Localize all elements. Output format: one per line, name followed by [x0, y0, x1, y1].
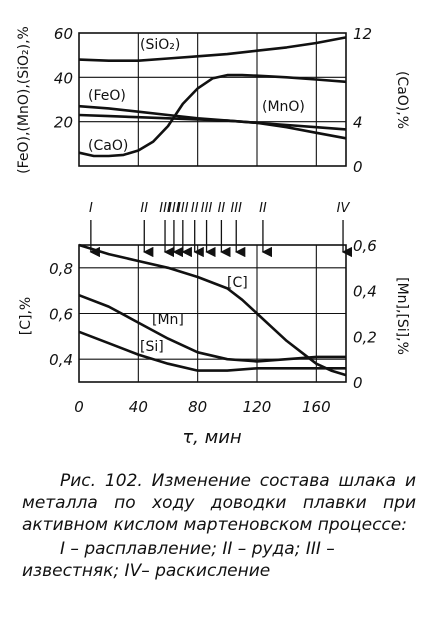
series-line-1-1: [78, 293, 346, 363]
sio2-label: (SiO₂): [140, 37, 180, 53]
right-tick-label: 0: [353, 374, 363, 392]
series-line-0-0: [78, 36, 347, 62]
slag-right-axis-label: (CaO),%: [394, 71, 410, 129]
stage-label: II: [140, 201, 148, 216]
metal-tick-labels: 0,4 0,6 0,8 0 0,2 0,4 0,6: [49, 237, 377, 392]
slag-left-axis-label: (FeO),(MnO),(SiO₂),%: [16, 26, 32, 174]
si-label: [Si]: [140, 339, 164, 355]
left-tick-label: 0,4: [49, 351, 73, 369]
left-tick-label: 40: [54, 69, 73, 87]
x-tick-labels: 0 40 80 120 160: [74, 398, 330, 416]
right-tick-label: 12: [353, 25, 372, 43]
cao-label: (CaO): [88, 138, 128, 154]
feo-label: (FeO): [88, 88, 126, 104]
slag-grid: [79, 33, 346, 166]
stage-label: III: [168, 201, 180, 216]
metal-left-axis-label: [C],%: [18, 297, 34, 335]
right-tick-label: 0,6: [353, 237, 377, 255]
series-line-0-2: [78, 113, 347, 140]
series-line-1-0: [78, 243, 347, 377]
mno-label: (MnO): [262, 99, 305, 115]
slag-plot-frame: [78, 32, 347, 167]
slag-tick-labels: 20 40 60 0 4 12: [54, 25, 372, 176]
x-axis-label: τ, мин: [182, 427, 242, 448]
metal-right-axis-label: [Mn],[Si],%: [394, 277, 410, 355]
right-tick-label: 4: [353, 114, 363, 132]
x-tick-label: 160: [302, 398, 331, 416]
stage-label: III: [159, 201, 171, 216]
right-tick-label: 0,2: [353, 328, 377, 346]
figure-caption: Рис. 102. Изменение состава шлака и мета…: [22, 470, 416, 582]
series-line-0-1: [78, 104, 347, 131]
slag-curves: [78, 36, 347, 158]
mn-label: [Mn]: [152, 312, 184, 328]
series-line-0-3: [78, 73, 347, 158]
series-line-1-2: [78, 330, 346, 372]
x-tick-label: 120: [243, 398, 272, 416]
metal-curves: [78, 243, 347, 377]
stage-label: II: [259, 201, 267, 216]
caption-title: Рис. 102. Изменение состава шлака и мета…: [22, 471, 416, 535]
stage-label: I: [89, 201, 93, 216]
c-label: [C]: [227, 275, 248, 291]
left-tick-label: 60: [54, 25, 73, 43]
stage-label: III: [201, 201, 213, 216]
x-tick-label: 40: [129, 398, 148, 416]
right-tick-label: 0,4: [353, 283, 377, 301]
stage-label: II: [218, 201, 226, 216]
stage-label: II: [191, 201, 199, 216]
x-tick-label: 80: [188, 398, 207, 416]
caption-legend: I – расплавление; II – руда; III – извес…: [22, 539, 335, 581]
left-tick-label: 0,8: [49, 260, 73, 278]
right-tick-label: 0: [353, 158, 363, 176]
left-tick-label: 20: [54, 114, 73, 132]
left-tick-label: 0,6: [49, 306, 73, 324]
x-tick-label: 0: [74, 398, 84, 416]
stage-label: III: [230, 201, 242, 216]
stage-label: IV: [337, 201, 351, 216]
stage-label: III: [177, 201, 189, 216]
